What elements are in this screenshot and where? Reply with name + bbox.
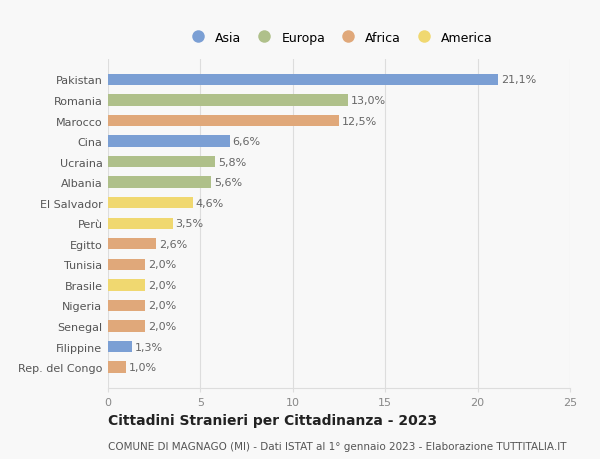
Text: 2,6%: 2,6%: [159, 239, 187, 249]
Bar: [108, 300, 145, 311]
Text: 5,8%: 5,8%: [218, 157, 246, 167]
Text: Cittadini Stranieri per Cittadinanza - 2023: Cittadini Stranieri per Cittadinanza - 2…: [108, 413, 437, 427]
Text: 2,0%: 2,0%: [148, 301, 176, 311]
Text: 12,5%: 12,5%: [342, 116, 377, 126]
Bar: [108, 157, 215, 168]
Bar: [108, 177, 211, 188]
Bar: [108, 280, 145, 291]
Bar: [108, 341, 132, 353]
Bar: [108, 75, 498, 86]
Bar: [108, 362, 127, 373]
Bar: [108, 95, 348, 106]
Text: 4,6%: 4,6%: [196, 198, 224, 208]
Legend: Asia, Europa, Africa, America: Asia, Europa, Africa, America: [180, 27, 498, 50]
Bar: [108, 239, 156, 250]
Bar: [108, 218, 173, 230]
Text: 6,6%: 6,6%: [233, 137, 261, 147]
Bar: [108, 198, 193, 209]
Text: 2,0%: 2,0%: [148, 321, 176, 331]
Bar: [108, 116, 339, 127]
Text: 5,6%: 5,6%: [214, 178, 242, 188]
Text: 13,0%: 13,0%: [351, 96, 386, 106]
Text: 3,5%: 3,5%: [175, 219, 203, 229]
Text: COMUNE DI MAGNAGO (MI) - Dati ISTAT al 1° gennaio 2023 - Elaborazione TUTTITALIA: COMUNE DI MAGNAGO (MI) - Dati ISTAT al 1…: [108, 441, 566, 451]
Text: 21,1%: 21,1%: [500, 75, 536, 85]
Text: 2,0%: 2,0%: [148, 260, 176, 270]
Text: 1,3%: 1,3%: [135, 342, 163, 352]
Bar: [108, 321, 145, 332]
Text: 2,0%: 2,0%: [148, 280, 176, 290]
Text: 1,0%: 1,0%: [129, 362, 157, 372]
Bar: [108, 259, 145, 270]
Bar: [108, 136, 230, 147]
